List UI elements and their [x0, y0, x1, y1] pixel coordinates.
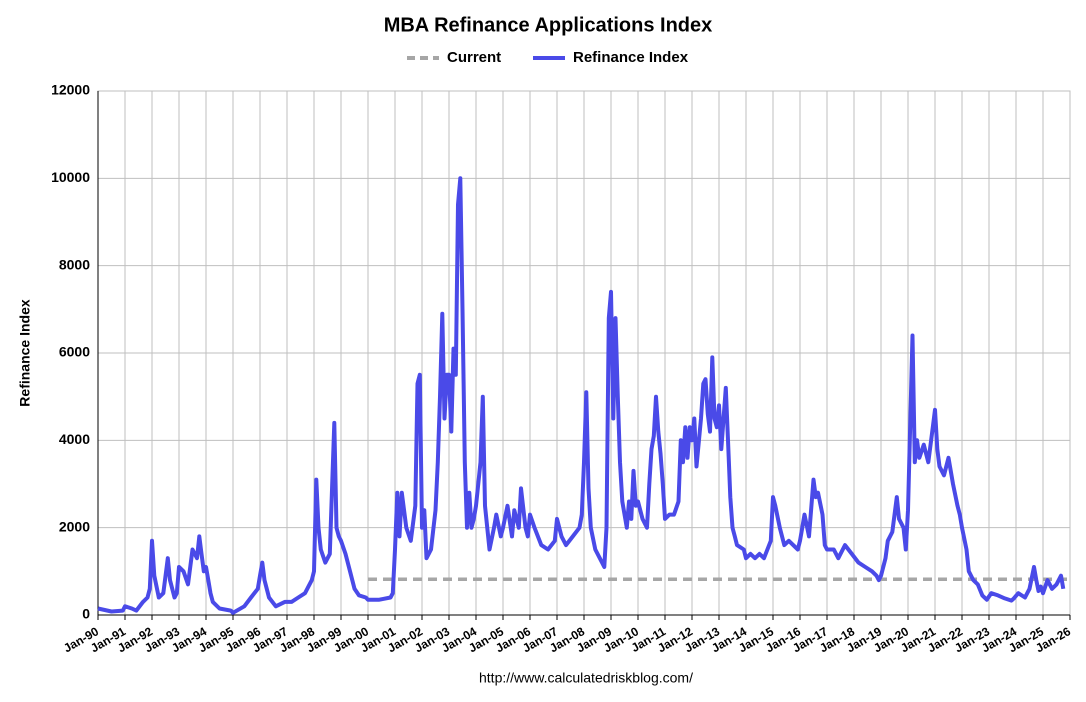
- y-tick-label: 10000: [51, 169, 90, 185]
- y-tick-label: 8000: [59, 256, 90, 272]
- chart-title: MBA Refinance Applications Index: [384, 14, 713, 36]
- y-tick-label: 2000: [59, 518, 90, 534]
- y-tick-label: 12000: [51, 82, 90, 98]
- source: http://www.calculatedriskblog.com/: [479, 670, 693, 686]
- legend-label: Current: [447, 49, 501, 66]
- y-tick-label: 0: [82, 606, 90, 622]
- legend-label: Refinance Index: [573, 49, 689, 66]
- y-tick-label: 6000: [59, 344, 90, 360]
- y-tick-label: 4000: [59, 431, 90, 447]
- y-axis-label: Refinance Index: [17, 299, 33, 407]
- data-line: [97, 176, 1066, 615]
